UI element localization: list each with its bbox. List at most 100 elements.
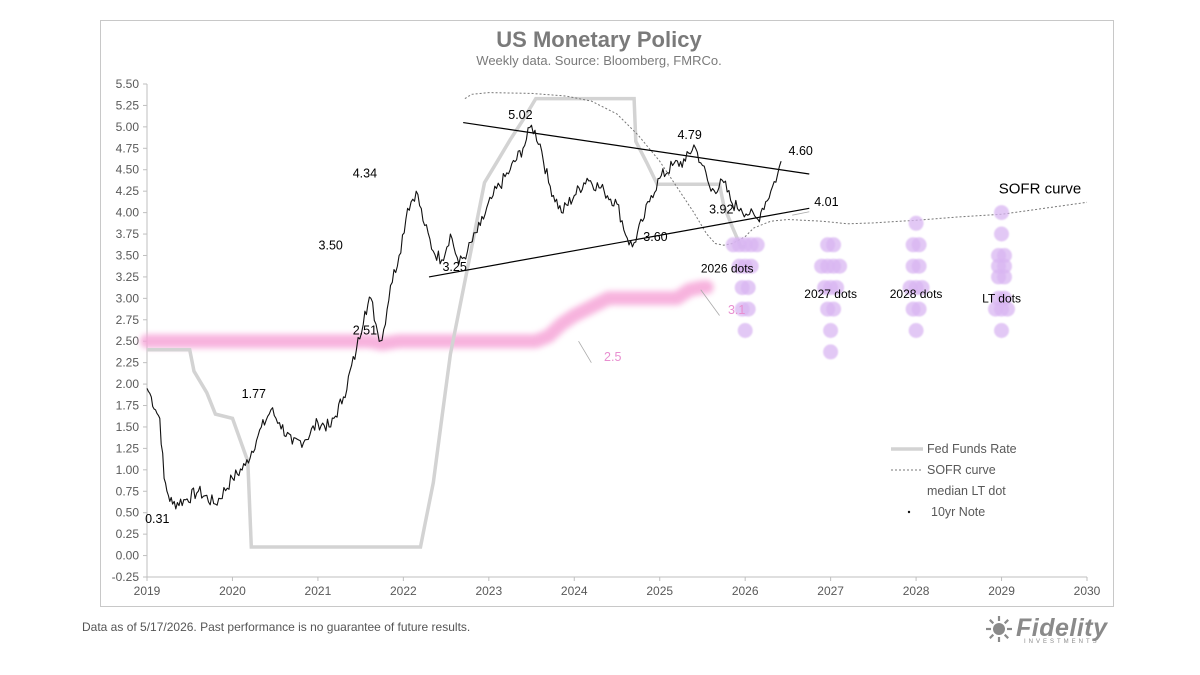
y-tick-label: 3.75 [116, 227, 140, 241]
y-tick-label: 2.50 [116, 334, 140, 348]
fomc-dot [743, 258, 759, 274]
data-annotation: SOFR curve [999, 181, 1082, 198]
dot-plot-label: 2026 dots [701, 261, 754, 275]
fomc-dot [911, 258, 927, 274]
data-annotation: 3.1 [728, 303, 745, 317]
y-tick-label: 1.50 [116, 420, 140, 434]
fomc-dot [911, 301, 927, 317]
y-tick-label: 2.75 [116, 313, 140, 327]
y-tick-label: 4.25 [116, 184, 140, 198]
fomc-dot [832, 258, 848, 274]
fomc-dot [908, 323, 924, 338]
y-tick-label: 4.00 [116, 206, 140, 220]
fomc-dot [749, 237, 765, 253]
data-annotation: 4.01 [814, 195, 838, 209]
y-tick-label: 2.00 [116, 377, 140, 391]
annotation-leader-line [792, 211, 810, 216]
fomc-dot [829, 280, 845, 296]
data-annotation: 2.51 [353, 323, 377, 337]
x-tick-label: 2029 [988, 584, 1015, 598]
y-tick-label: 0.50 [116, 506, 140, 520]
y-tick-label: 4.75 [116, 141, 140, 155]
footer-disclaimer: Data as of 5/17/2026. Past performance i… [82, 620, 471, 634]
x-tick-label: 2030 [1074, 584, 1101, 598]
data-annotation: 4.60 [789, 144, 813, 158]
x-tick-label: 2028 [903, 584, 930, 598]
y-tick-label: 5.50 [116, 77, 140, 91]
y-tick-label: 3.25 [116, 270, 140, 284]
x-tick-label: 2019 [134, 584, 161, 598]
data-annotation: 0.31 [145, 512, 169, 526]
data-annotation: 4.79 [677, 128, 701, 142]
fomc-dot [826, 301, 842, 317]
x-tick-label: 2022 [390, 584, 417, 598]
chart-frame: US Monetary Policy Weekly data. Source: … [100, 20, 1114, 607]
y-tick-label: 1.00 [116, 463, 140, 477]
fomc-dot [740, 280, 756, 296]
legend-entry: median LT dot [927, 484, 1006, 498]
trend-line [463, 121, 810, 175]
dot-plot-label: LT dots [982, 291, 1021, 305]
chart-title: US Monetary Policy [496, 27, 702, 52]
y-tick-label: 2.25 [116, 356, 140, 370]
fomc-dot [826, 237, 842, 253]
data-annotation: 1.77 [242, 387, 266, 401]
data-annotation: 3.92 [709, 202, 733, 216]
us-monetary-policy-chart: US Monetary Policy Weekly data. Source: … [112, 27, 1101, 598]
fomc-dot [914, 280, 930, 296]
fomc-dot [823, 344, 839, 360]
y-tick-label: 4.50 [116, 163, 140, 177]
x-tick-label: 2026 [732, 584, 759, 598]
legend-swatch [907, 510, 911, 514]
data-annotation: 3.25 [442, 260, 466, 274]
fidelity-logo-subtext: INVESTMENTS [1024, 639, 1100, 645]
legend-entry: 10yr Note [931, 505, 985, 519]
dot-plot-label: 2027 dots [804, 287, 857, 301]
dot-plot-label: 2028 dots [890, 287, 943, 301]
dot-plot-group [725, 237, 765, 338]
y-tick-label: 0.25 [116, 527, 140, 541]
y-tick-label: 0.75 [116, 484, 140, 498]
dot-plot-group [814, 237, 848, 360]
fomc-dot [1000, 301, 1015, 317]
y-tick-label: 3.00 [116, 291, 140, 305]
trend-line [428, 207, 810, 278]
annotation-leader-line [578, 341, 592, 363]
legend-entry: SOFR curve [927, 463, 996, 477]
y-tick-label: 5.25 [116, 98, 140, 112]
legend-entry: Fed Funds Rate [927, 442, 1017, 456]
data-annotation: 2.5 [604, 350, 621, 364]
dot-plot-group [988, 205, 1015, 338]
fomc-dot [740, 301, 756, 317]
chart-subtitle: Weekly data. Source: Bloomberg, FMRCo. [476, 53, 721, 68]
fomc-dot [823, 323, 839, 338]
fidelity-logo [986, 616, 1012, 642]
x-tick-label: 2021 [305, 584, 332, 598]
annotation-leader-line [700, 289, 720, 316]
fomc-dot [994, 323, 1009, 338]
fomc-dot [911, 237, 927, 253]
x-tick-label: 2027 [817, 584, 844, 598]
y-tick-label: 1.75 [116, 399, 140, 413]
data-annotation: 4.34 [353, 166, 377, 180]
fomc-dot [994, 226, 1009, 242]
x-tick-label: 2025 [646, 584, 673, 598]
chart-legend: Fed Funds Rate SOFR curve median LT dot 10y… [886, 442, 1017, 519]
data-annotation: 3.60 [643, 230, 667, 244]
y-tick-label: 5.00 [116, 120, 140, 134]
fomc-dot [994, 205, 1009, 221]
fomc-dot [908, 215, 924, 231]
y-tick-label: 0.00 [116, 549, 140, 563]
data-annotation: 3.50 [319, 238, 343, 252]
fomc-dot [997, 269, 1012, 285]
fomc-dot [737, 323, 753, 338]
series-sofr-curve-line [464, 92, 1088, 246]
y-tick-label: 3.50 [116, 248, 140, 262]
dot-plot-group [902, 215, 930, 338]
y-tick-label: -0.25 [112, 570, 140, 584]
x-tick-label: 2023 [475, 584, 502, 598]
series-fed-funds-rate-line [147, 96, 746, 549]
x-tick-label: 2020 [219, 584, 246, 598]
fidelity-sun-icon [986, 616, 1012, 642]
fidelity-logo-text: Fidelity [1016, 614, 1108, 642]
